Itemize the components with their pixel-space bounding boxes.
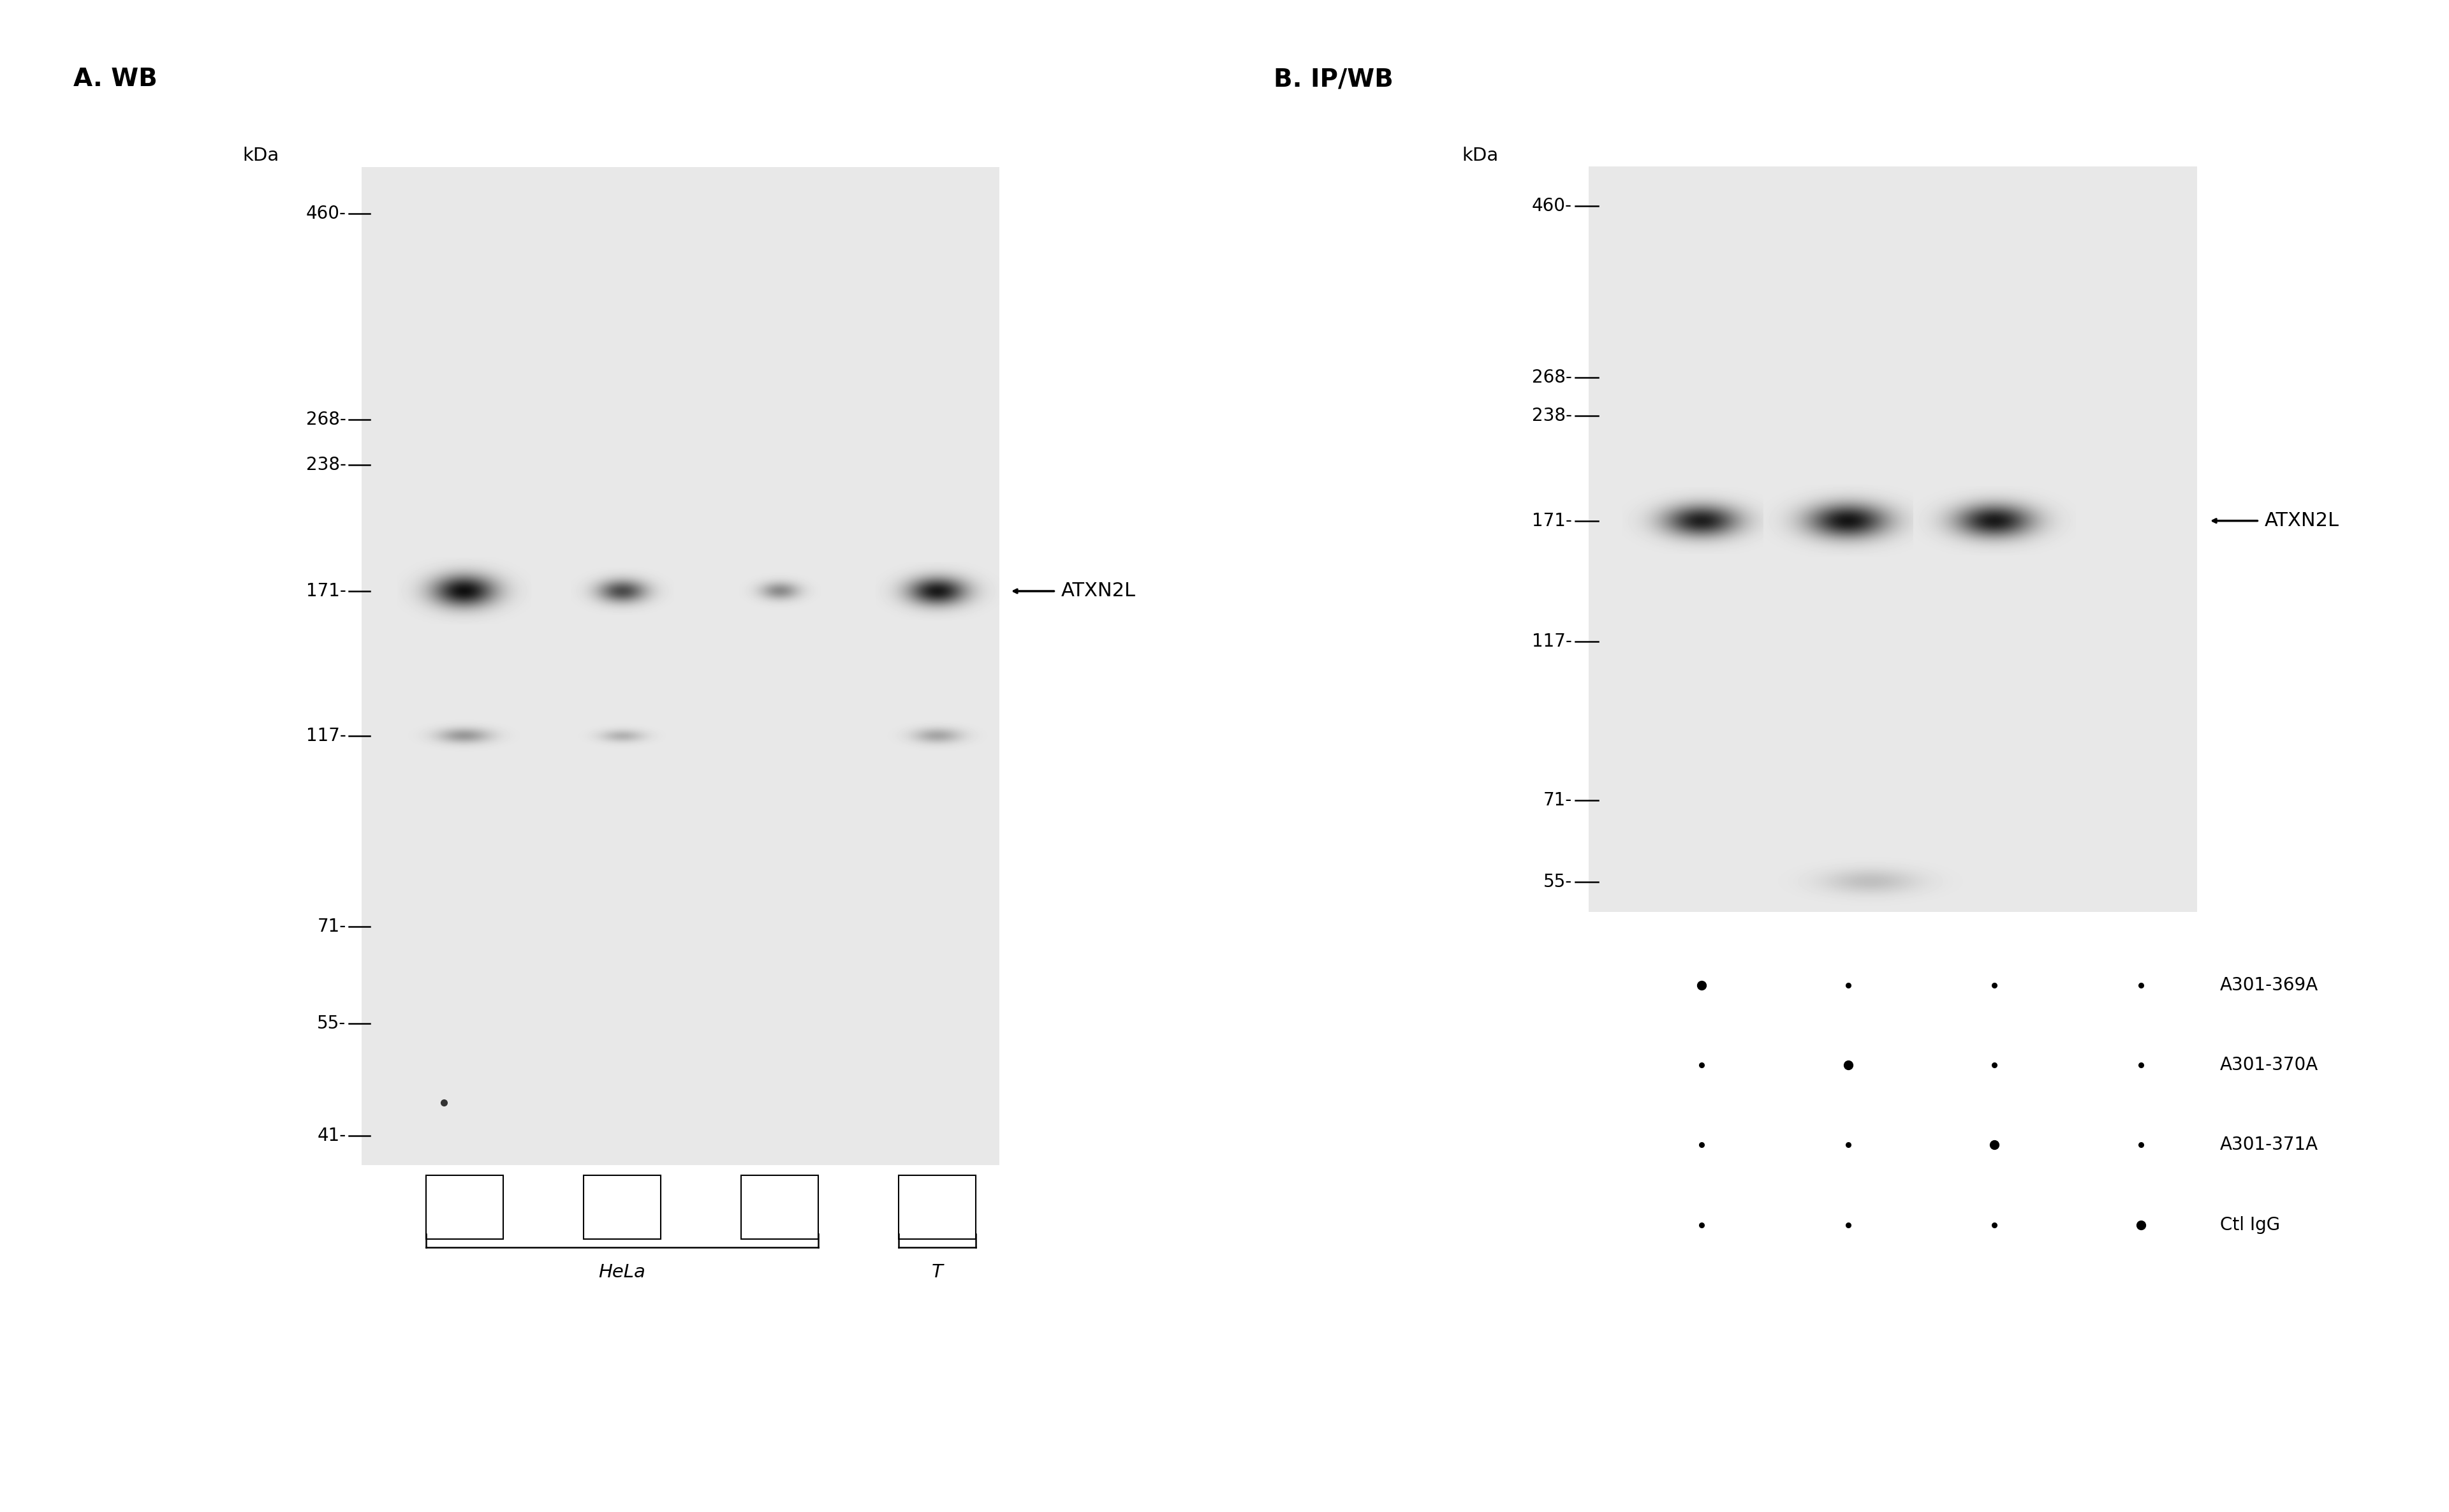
Text: 50: 50 — [453, 1199, 475, 1216]
Text: 55-: 55- — [318, 1015, 345, 1033]
Text: A301-369A: A301-369A — [2219, 977, 2319, 995]
Text: B. IP/WB: B. IP/WB — [1273, 67, 1393, 91]
Text: 117-: 117- — [306, 727, 345, 745]
Text: 268-: 268- — [1533, 369, 1572, 387]
Text: 5: 5 — [774, 1199, 786, 1216]
Text: ATXN2L: ATXN2L — [2265, 511, 2339, 531]
Bar — [583, 1175, 661, 1240]
Bar — [742, 1175, 818, 1240]
Text: A301-370A: A301-370A — [2219, 1055, 2319, 1074]
Text: 71-: 71- — [1543, 792, 1572, 809]
Text: 71-: 71- — [318, 918, 345, 936]
Text: 171-: 171- — [1533, 513, 1572, 529]
Bar — [899, 1175, 977, 1240]
Text: Ctl IgG: Ctl IgG — [2219, 1216, 2280, 1234]
Text: kDa: kDa — [1462, 147, 1499, 165]
Text: A. WB: A. WB — [73, 67, 157, 91]
Text: 50: 50 — [926, 1199, 948, 1216]
Text: 238-: 238- — [306, 457, 345, 473]
Text: 268-: 268- — [306, 411, 345, 429]
Text: 117-: 117- — [1533, 632, 1572, 650]
Text: 460-: 460- — [1531, 197, 1572, 215]
Text: 171-: 171- — [306, 582, 345, 600]
Text: 15: 15 — [610, 1199, 634, 1216]
Text: 238-: 238- — [1531, 407, 1572, 425]
Text: T: T — [931, 1264, 943, 1281]
Bar — [426, 1175, 502, 1240]
Text: ATXN2L: ATXN2L — [1060, 582, 1136, 600]
Text: 460-: 460- — [306, 204, 345, 222]
Text: A301-371A: A301-371A — [2219, 1136, 2319, 1154]
Text: 41-: 41- — [318, 1126, 345, 1145]
Text: kDa: kDa — [242, 147, 279, 165]
Text: 55-: 55- — [1543, 872, 1572, 891]
Text: HeLa: HeLa — [598, 1264, 647, 1281]
